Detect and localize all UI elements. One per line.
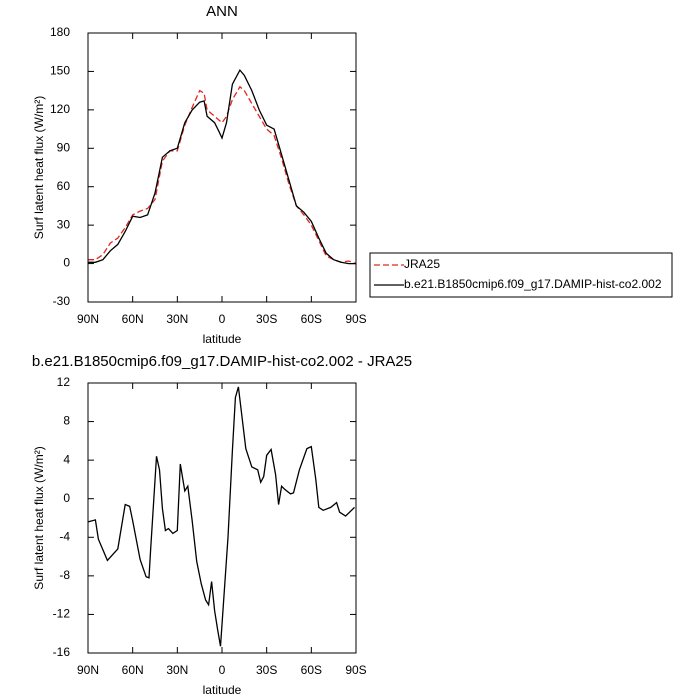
x-axis-label: latitude [203,332,242,346]
x-tick-label: 30N [166,312,188,326]
y-tick-label: 180 [50,25,70,39]
y-tick-label: -16 [53,645,71,659]
x-tick-label: 0 [219,663,226,677]
y-tick-label: -4 [59,529,70,543]
x-tick-label: 60S [301,663,322,677]
y-tick-label: 120 [50,102,70,116]
legend-label: b.e21.B1850cmip6.f09_g17.DAMIP-hist-co2.… [404,277,662,291]
y-tick-label: 150 [50,64,70,78]
y-axis-label: Surf latent heat flux (W/m²) [32,96,46,239]
legend-box [369,252,673,298]
y-tick-label: 60 [57,179,71,193]
x-tick-label: 90S [345,312,366,326]
y-tick-label: 4 [63,452,70,466]
legend-label: JRA25 [404,257,440,271]
y-tick-label: 30 [57,217,71,231]
data-line [88,85,357,265]
x-tick-label: 30N [166,663,188,677]
x-tick-label: 90N [77,312,99,326]
x-tick-label: 90S [345,663,366,677]
x-tick-label: 0 [219,312,226,326]
plot-frame [87,32,357,303]
y-tick-label: -12 [53,607,71,621]
y-tick-label: 12 [57,375,71,389]
x-tick-label: 90N [77,663,99,677]
data-line [88,68,356,265]
y-axis-label: Surf latent heat flux (W/m²) [32,446,46,589]
y-tick-label: -30 [53,294,71,308]
y-tick-label: -8 [59,568,70,582]
plot-frame [87,382,357,654]
y-tick-label: 0 [63,256,70,270]
x-tick-label: 60N [122,312,144,326]
chart-title: b.e21.B1850cmip6.f09_g17.DAMIP-hist-co2.… [32,353,412,370]
y-tick-label: 0 [63,491,70,505]
x-tick-label: 60N [122,663,144,677]
y-tick-label: 90 [57,140,71,154]
x-tick-label: 30S [256,312,277,326]
y-tick-label: 8 [63,414,70,428]
x-tick-label: 60S [301,312,322,326]
x-tick-label: 30S [256,663,277,677]
data-line [87,386,355,647]
chart-title: ANN [206,3,238,20]
x-axis-label: latitude [203,683,242,697]
